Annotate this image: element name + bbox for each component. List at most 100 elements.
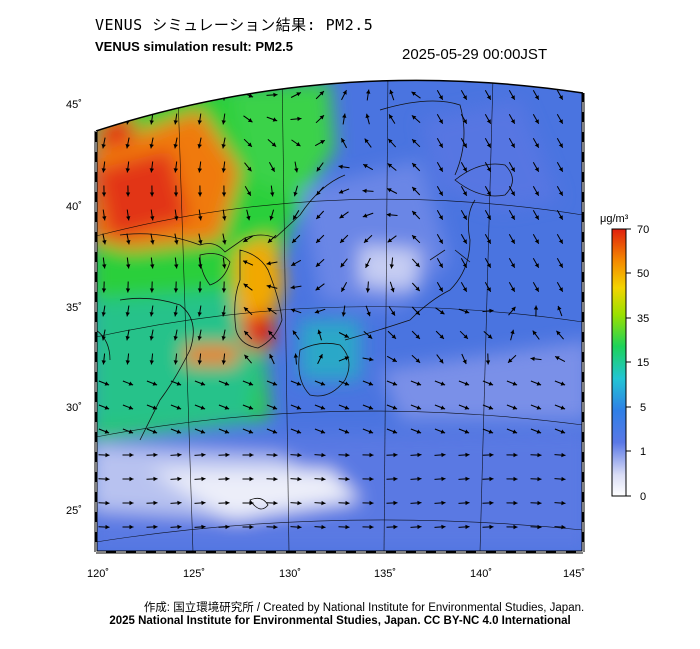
wind-arrow-head bbox=[438, 239, 443, 244]
wind-arrow-head bbox=[486, 191, 491, 196]
wind-arrow-head bbox=[105, 476, 110, 482]
colorbar-unit: μg/m³ bbox=[600, 213, 629, 225]
wind-arrow-head bbox=[101, 312, 106, 317]
wind-arrow-head bbox=[537, 452, 542, 458]
wind-arrow-head bbox=[225, 500, 230, 506]
wind-arrow-head bbox=[344, 405, 350, 410]
wind-arrow-head bbox=[316, 190, 321, 196]
colorbar-tick-70: 70 bbox=[637, 224, 649, 236]
wind-arrow-head bbox=[534, 167, 539, 172]
wind-arrow-head bbox=[512, 405, 518, 410]
wind-arrow-head bbox=[367, 334, 373, 339]
wind-arrow-head bbox=[532, 330, 537, 336]
wind-arrow-head bbox=[462, 143, 467, 148]
wind-arrow-head bbox=[316, 238, 321, 243]
wind-arrow-head bbox=[486, 263, 491, 268]
wind-arrow-head bbox=[297, 476, 302, 482]
wind-arrow-head bbox=[440, 429, 446, 434]
wind-arrow-head bbox=[269, 354, 274, 359]
wind-arrow-head bbox=[273, 92, 278, 98]
wind-arrow-head bbox=[462, 191, 467, 196]
wind-arrow-head bbox=[101, 192, 107, 197]
wind-arrow-head bbox=[292, 330, 297, 335]
wind-arrow-head bbox=[266, 284, 272, 289]
wind-arrow-head bbox=[176, 429, 182, 434]
wind-arrow-head bbox=[296, 405, 302, 410]
wind-arrow-head bbox=[393, 500, 398, 506]
wind-arrow-head bbox=[534, 239, 539, 244]
wind-arrow-head bbox=[339, 214, 345, 219]
wind-arrow-head bbox=[534, 119, 539, 124]
credit-line: 作成: 国立環境研究所 / Created by National Instit… bbox=[143, 602, 585, 614]
wind-arrow-head bbox=[149, 120, 154, 125]
wind-arrow-head bbox=[101, 288, 107, 293]
wind-arrow-head bbox=[510, 329, 515, 335]
wind-arrow-head bbox=[369, 357, 374, 362]
wind-arrow-head bbox=[201, 524, 206, 530]
wind-arrow-head bbox=[558, 119, 563, 124]
wind-arrow-head bbox=[201, 452, 206, 458]
wind-arrow-head bbox=[486, 95, 491, 100]
wind-arrow-head bbox=[536, 405, 542, 410]
wind-arrow-head bbox=[412, 187, 417, 192]
wind-arrow-head bbox=[321, 500, 326, 506]
wind-arrow-head bbox=[486, 167, 491, 172]
wind-arrow bbox=[102, 113, 106, 125]
wind-arrow-head bbox=[558, 287, 563, 292]
wind-arrow-head bbox=[272, 405, 278, 410]
wind-arrow-head bbox=[462, 359, 467, 364]
wind-arrow-head bbox=[273, 500, 278, 506]
wind-arrow-head bbox=[512, 429, 518, 434]
lon-label-130: 130˚ bbox=[279, 568, 301, 580]
wind-arrow-head bbox=[534, 95, 539, 100]
wind-arrow-head bbox=[556, 330, 561, 336]
wind-arrow-head bbox=[369, 500, 374, 506]
wind-arrow-head bbox=[486, 287, 491, 292]
wind-arrow-head bbox=[221, 360, 226, 365]
wind-arrow-head bbox=[243, 283, 249, 288]
wind-arrow-head bbox=[244, 331, 249, 336]
wind-arrow-head bbox=[152, 381, 158, 386]
colorbar-tick-1: 1 bbox=[640, 446, 646, 458]
wind-arrow-head bbox=[510, 167, 515, 172]
wind-arrow-head bbox=[272, 117, 278, 122]
wind-arrow-head bbox=[417, 500, 422, 506]
wind-arrow-head bbox=[369, 524, 374, 530]
wind-arrow-head bbox=[320, 405, 326, 410]
wind-arrow-head bbox=[221, 312, 226, 317]
wind-arrow-head bbox=[200, 405, 206, 410]
wind-arrow-head bbox=[441, 452, 446, 458]
wind-arrow-head bbox=[320, 140, 325, 145]
wind-arrow-head bbox=[152, 429, 158, 434]
wind-arrow-head bbox=[197, 144, 202, 149]
wind-arrow-head bbox=[200, 429, 206, 434]
wind-arrow-head bbox=[486, 239, 491, 244]
wind-arrow-head bbox=[267, 238, 273, 243]
wind-arrow-head bbox=[365, 113, 370, 119]
wind-arrow-head bbox=[153, 524, 158, 530]
wind-arrow-head bbox=[297, 452, 302, 458]
wind-arrow-head bbox=[561, 452, 566, 458]
wind-arrow-head bbox=[153, 476, 158, 482]
wind-arrow-head bbox=[267, 307, 272, 312]
wind-arrow-head bbox=[296, 429, 302, 434]
wind-arrows bbox=[98, 89, 566, 530]
colorbar-tick-15: 15 bbox=[637, 357, 649, 369]
wind-arrow-head bbox=[390, 287, 395, 293]
wind-arrow-head bbox=[197, 120, 202, 125]
lat-label-30: 30˚ bbox=[66, 402, 82, 414]
wind-arrow-head bbox=[105, 524, 110, 530]
wind-arrow-head bbox=[321, 452, 326, 458]
wind-arrow-head bbox=[173, 168, 178, 173]
wind-arrow-head bbox=[485, 360, 491, 365]
wind-arrow-head bbox=[174, 216, 179, 221]
wind-arrow-head bbox=[173, 288, 179, 293]
wind-arrow-head bbox=[125, 288, 131, 293]
wind-arrow-head bbox=[462, 239, 467, 244]
wind-arrow-head bbox=[362, 213, 368, 218]
wind-arrow-head bbox=[364, 238, 369, 243]
wind-arrow-head bbox=[125, 312, 130, 317]
wind-arrow-head bbox=[174, 264, 179, 269]
wind-arrow-head bbox=[486, 143, 491, 148]
wind-arrow-head bbox=[197, 192, 203, 197]
